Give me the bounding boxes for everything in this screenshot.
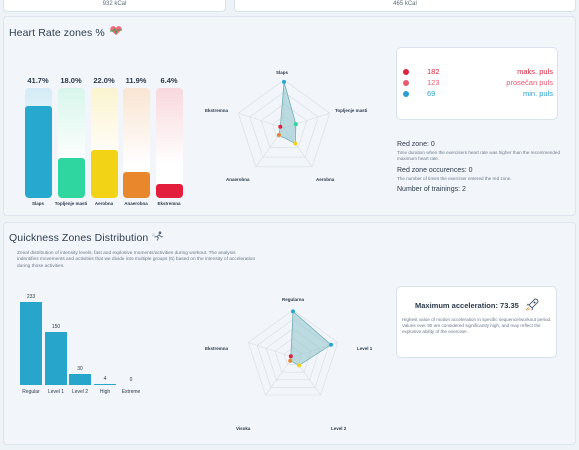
radar-point [293,122,298,127]
hr-zone-bar [91,88,118,198]
red-zone-occurences-title: Red zone occurences: 0 [397,167,473,174]
radar-axis-label: Anaerobna [226,177,250,182]
hr-zone-percent: 18.0% [60,76,82,85]
pulse-value: 69 [427,89,436,98]
quickness-bar-value: 150 [51,324,61,330]
radar-point [278,124,283,129]
quickness-bar [20,302,42,385]
hr-zone-label: Slaps [31,201,44,206]
hr-zone-percent: 11.9% [125,76,147,85]
hr-zone-percent: 41.7% [27,76,49,85]
radar-axis-label: Aerobna [316,177,335,182]
quickness-bar-value: 4 [103,376,107,382]
pulse-legend-row: 182 maks. puls [397,67,559,77]
calories-right-value: 465 kCal [393,1,417,7]
quickness-bar [45,332,67,385]
calories-card-right: 465 kCal [234,0,576,12]
radar-point [276,133,281,137]
hr-zone-label: Anaerobna [124,201,148,206]
top-strip: 932 kCal 465 kCal [0,0,579,14]
hr-zone-bar [123,88,150,198]
quickness-bar [94,384,116,385]
radar-axis-label: Visoka [236,426,251,431]
radar-grid-ring [249,91,319,158]
radar-axis-label: Level 1 [357,346,373,351]
hr-zone-fill [25,106,52,198]
pulse-dot [403,69,409,75]
radar-data-area [289,310,332,366]
quickness-bar-label: Regular [22,389,40,395]
heart-rate-title-text: Heart Rate zones % [9,27,105,39]
radar-point [291,309,295,314]
heart-pulse-icon [109,26,123,38]
pulse-name: maks. puls [517,67,553,76]
radar-point [288,354,293,359]
hr-zone-percent: 22.0% [93,76,115,85]
running-icon [152,231,164,243]
red-zone-title: Red zone: 0 [397,141,435,148]
max-acceleration-box: Maximum acceleration: 73.35 Highest valu… [396,286,557,358]
quickness-bar-value: 233 [26,294,36,300]
hr-zone-fill [58,158,85,198]
trainings-count: Number of trainings: 2 [397,186,466,193]
hr-zone-fill [156,183,183,198]
hr-zone-percent: 6.4% [160,76,178,85]
red-zone-description: Time duration when the exercisers heart … [397,150,560,161]
radar-point [288,358,293,363]
max-acceleration-description: Highest value of motion acceleration in … [402,317,552,334]
radar-axis-label: Ekstremna [205,108,229,113]
hr-zone-fill [91,149,118,198]
hr-zone-bar [156,88,183,198]
quickness-bar-value: 0 [129,377,133,383]
pulse-value: 123 [427,78,440,87]
radar-axis-label: Slaps [276,70,289,75]
quickness-bar-value: 30 [77,366,83,372]
radar-axis-label: Ekstremna [205,346,229,351]
pulse-legend-row: 123 prosečan puls [397,78,559,88]
red-zone-occurences-description: The number of times the exerciser entere… [397,176,512,181]
hr-zone-bar [25,88,52,198]
calories-card-left: 932 kCal [3,0,226,12]
hr-zone-bar [58,88,85,198]
radar-grid-ring [247,309,339,396]
quickness-bar-label: High [99,389,111,395]
radar-point [282,79,286,84]
radar-spoke [265,356,294,396]
pulse-legend-row: 69 min. puls [397,89,559,99]
radar-spoke [238,112,285,129]
quickness-description: Zonal distribution of intensity levels, … [17,251,256,269]
radar-point [329,342,333,347]
radar-data-area [278,81,297,145]
quickness-bar-label: Level 1 [47,389,65,395]
heart-rate-title: Heart Rate zones % [9,26,123,39]
radar-spoke [248,342,294,358]
quickness-title: Quickness Zones Distribution [9,231,164,244]
hr-zone-label: Aerobna [94,201,114,206]
pulse-name: prosečan puls [506,78,553,87]
radar-point [297,363,302,368]
radar-grid-ring [260,103,308,148]
pulse-dot [403,80,409,86]
pulse-legend-box: 182 maks. puls 123 prosečan puls 69 min. puls [396,47,558,120]
radar-axis-label: Regularna [282,297,305,302]
hr-zone-label: Topljenje masti [54,201,88,206]
hr-zone-label: Ekstremna [157,201,181,206]
radar-point [293,141,298,146]
radar-axis-label: Level 2 [331,426,347,431]
quickness-bar-label: Level 2 [71,389,89,395]
rocket-icon [524,297,540,313]
quickness-title-text: Quickness Zones Distribution [9,232,149,244]
pulse-dot [403,91,409,97]
hr-zone-fill [123,171,150,198]
radar-axis-label: Topljenje masti [335,108,368,113]
radar-grid-ring [237,79,331,168]
pulse-value: 182 [427,67,440,76]
max-acceleration-title: Maximum acceleration: 73.35 [415,301,519,310]
pulse-name: min. puls [522,89,553,98]
quickness-bar [69,374,91,385]
calories-left-value: 932 kCal [102,1,127,7]
quickness-bar-label: Extreme [121,389,141,395]
